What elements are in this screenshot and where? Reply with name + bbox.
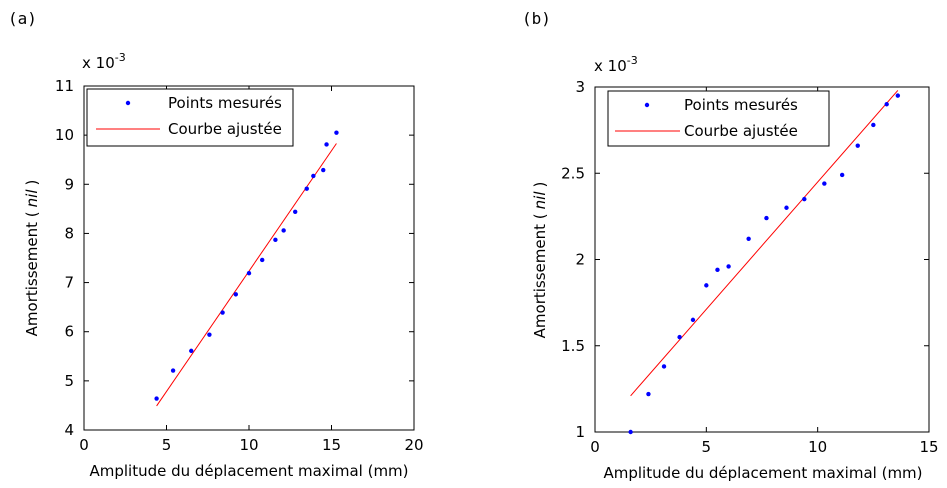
data-point [871,122,876,128]
x-tick-label: 15 [322,436,341,454]
data-point [661,364,667,369]
fit-line [156,143,337,407]
data-point [646,391,651,397]
y-tick-label: 10 [55,126,74,144]
y-tick-label: 9 [64,175,74,193]
legend-box [607,90,830,147]
x-tick-label: 0 [79,436,89,454]
data-point [704,283,709,288]
x-tick-label: 10 [239,436,258,454]
y-axis-label-suffix: ) [23,180,41,186]
data-point [884,102,889,107]
panel-label: (b) [522,9,551,28]
legend-box [86,88,294,147]
data-point [189,348,194,354]
y-tick-label: 2.5 [561,164,585,182]
data-point [690,317,696,323]
y-axis-label-italic: nil [23,189,41,208]
data-point [233,292,238,297]
y-tick-label: 2 [575,251,585,269]
fit-line [630,90,899,397]
data-point [746,236,751,241]
data-point [324,142,329,147]
data-point [839,172,845,178]
data-point [220,310,225,315]
data-point [281,228,286,233]
x-axis-label: Amplitude du déplacement maximal (mm) [603,464,922,482]
y-axis-label-prefix: Amortissement ( [23,211,41,336]
data-point [802,196,807,202]
data-point [207,332,212,337]
data-point [321,167,326,173]
y-tick-label: 7 [64,274,74,292]
plot-area: 0 5 10 15 20 4 5 6 7 8 9 10 11 [55,77,424,454]
y-tick-label: 8 [64,224,74,242]
legend: Points mesurés Courbe ajustée [86,88,294,147]
legend-label-fit: Courbe ajustée [684,122,798,140]
y-tick-label: 5 [64,372,74,390]
legend-marker-points [644,102,650,108]
data-point [726,264,731,269]
data-point [293,209,298,215]
panel-label: (a) [8,9,37,28]
x-tick-label: 0 [590,438,600,456]
y-axis-label: Amortissement ( nil) [23,180,41,337]
data-point [311,173,316,179]
y-axis-label: Amortissement ( nil) [531,182,549,339]
x-tick-label: 10 [808,438,827,456]
data-point [855,143,860,148]
x-axis-label: Amplitude du déplacement maximal (mm) [89,462,408,480]
data-point [822,181,827,186]
y-axis-label-prefix: Amortissement ( [531,213,549,338]
data-point [304,186,309,191]
y-tick-label: 4 [64,421,74,439]
data-point [677,334,682,340]
legend-label-points: Points mesurés [684,96,798,114]
y-multiplier: x 10-3 [594,54,638,75]
data-point [273,237,278,243]
data-point [764,215,769,221]
legend: Points mesurés Courbe ajustée [607,90,830,147]
data-point [170,368,176,373]
data-point [784,205,789,210]
x-tick-label: 5 [162,436,172,454]
data-point [715,267,720,273]
y-multiplier-exponent: -3 [115,51,126,64]
data-point [895,93,901,98]
legend-marker-points [125,100,131,106]
data-point [628,429,633,435]
chart-panel-a: (a) x 10-3 0 5 10 15 20 4 5 6 7 8 9 10 11 Amplitude … [8,9,424,480]
x-tick-label: 20 [404,436,423,454]
y-tick-label: 3 [575,78,585,96]
y-multiplier-exponent: -3 [627,54,638,67]
y-multiplier: x 10-3 [82,51,126,72]
data-point [246,271,252,276]
y-axis-label-suffix: ) [531,182,549,188]
legend-label-fit: Courbe ajustée [168,120,282,138]
x-tick-label: 5 [702,438,712,456]
y-tick-label: 11 [55,77,74,95]
y-tick-label: 6 [64,323,74,341]
data-point [154,396,159,401]
y-multiplier-base: x 10 [82,54,115,72]
y-tick-label: 1.5 [561,337,585,355]
y-axis-label-italic: nil [531,191,549,210]
y-multiplier-base: x 10 [594,57,627,75]
legend-label-points: Points mesurés [168,94,282,112]
data-point [260,257,265,263]
x-tick-label: 15 [919,438,938,456]
y-tick-label: 1 [575,423,585,441]
data-point [334,130,339,135]
plot-area: 0 5 10 15 1 1.5 2 2.5 3 [561,78,938,456]
chart-panel-b: (b) x 10-3 0 5 10 15 1 1.5 2 2.5 3 Amplitude du … [522,9,939,482]
